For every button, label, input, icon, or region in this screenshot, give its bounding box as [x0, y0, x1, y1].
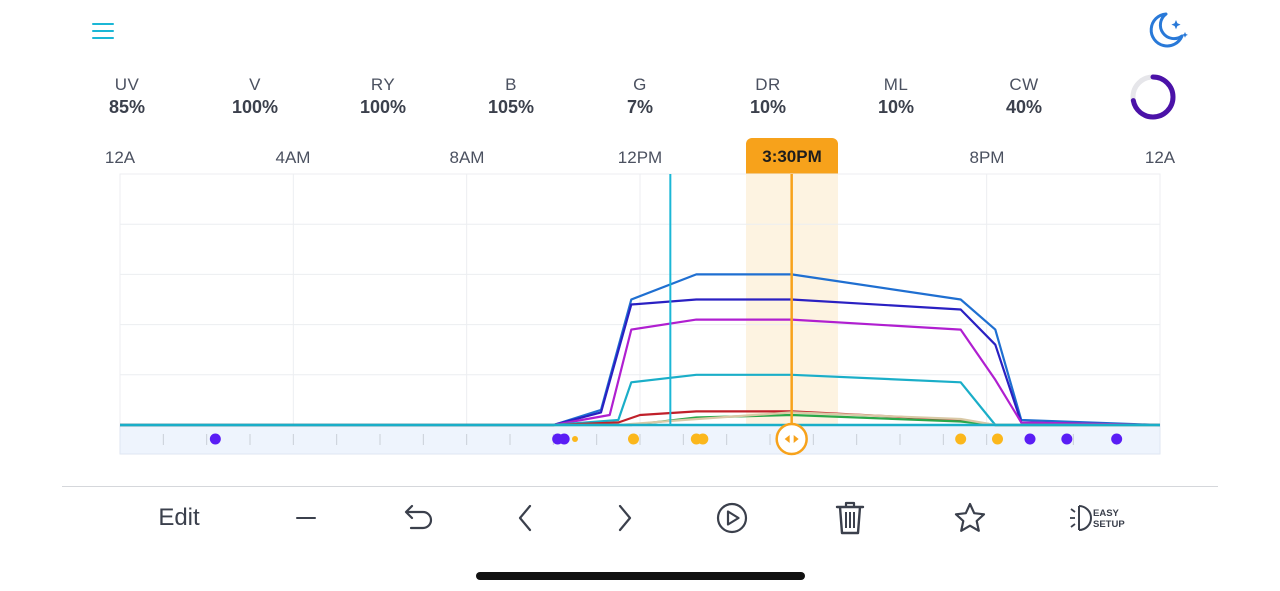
channel-g[interactable]: G 7%	[600, 74, 680, 118]
star-icon	[954, 502, 986, 532]
minus-button[interactable]	[288, 498, 324, 538]
channel-name: ML	[883, 75, 909, 94]
tick-label-12a: 12A	[104, 148, 136, 167]
channel-name: RY	[370, 75, 396, 94]
channel-value: 105%	[487, 97, 535, 117]
schedule-marker-day[interactable]	[992, 433, 1003, 445]
channel-v[interactable]: V 100%	[215, 74, 295, 118]
easy-setup-label-line2: SETUP	[1093, 519, 1125, 530]
plot-area	[119, 173, 1161, 426]
series-line-4	[120, 410, 1160, 427]
play-circle-icon	[716, 502, 748, 534]
menu-icon-bar	[92, 37, 114, 39]
selected-time-badge[interactable]: 3:30PM	[746, 138, 838, 174]
series-line-5	[120, 413, 1160, 427]
moon-stars-icon	[1149, 12, 1188, 48]
edit-button[interactable]: Edit	[148, 498, 210, 538]
channel-ml[interactable]: ML 10%	[856, 74, 936, 118]
menu-icon-bar	[92, 23, 114, 25]
channel-name: CW	[1009, 75, 1039, 94]
marker-strip[interactable]	[119, 424, 1161, 455]
selected-time-handle[interactable]	[775, 422, 808, 456]
channel-name: G	[633, 75, 647, 94]
toolbar-divider	[62, 486, 1218, 487]
trash-icon	[835, 501, 865, 535]
tick-label-8am: 8AM	[449, 148, 485, 167]
channel-value: 10%	[749, 97, 787, 117]
play-button[interactable]	[712, 498, 752, 538]
home-indicator[interactable]	[476, 572, 805, 580]
schedule-marker-night[interactable]	[209, 433, 221, 445]
schedule-marker-day-small[interactable]	[572, 436, 578, 442]
minus-icon	[296, 517, 316, 519]
schedule-marker-night[interactable]	[1061, 433, 1073, 445]
channel-value: 10%	[877, 97, 915, 117]
menu-button[interactable]	[90, 20, 116, 42]
edit-label: Edit	[158, 504, 200, 531]
channel-cw[interactable]: CW 40%	[984, 74, 1064, 118]
channel-value: 7%	[626, 97, 653, 117]
schedule-marker-night[interactable]	[558, 433, 570, 445]
favorite-button[interactable]	[950, 498, 990, 538]
next-button[interactable]	[606, 498, 642, 538]
channel-value: 100%	[231, 97, 279, 117]
chevron-left-icon	[518, 504, 532, 532]
channel-name: V	[249, 75, 261, 94]
channel-uv[interactable]: UV 85%	[87, 74, 167, 118]
easy-setup-button[interactable]: EASY SETUP	[1068, 498, 1130, 538]
series-line-3	[120, 373, 1160, 427]
tick-label-8pm: 8PM	[969, 148, 1005, 167]
arrow-right-icon	[793, 435, 799, 443]
channel-name: DR	[755, 75, 781, 94]
channel-value: 40%	[1005, 97, 1043, 117]
series-line-6	[120, 411, 1160, 427]
intensity-ring-arc	[1130, 74, 1176, 120]
schedule-marker-night[interactable]	[1024, 433, 1036, 445]
easy-setup-label-line1: EASY	[1093, 508, 1120, 519]
easy-setup-icon: EASY SETUP	[1070, 505, 1125, 531]
delete-button[interactable]	[830, 498, 870, 538]
selected-time-highlight	[746, 174, 838, 425]
channel-name: UV	[114, 75, 140, 94]
series-line-0	[120, 273, 1161, 427]
schedule-marker-night[interactable]	[1111, 433, 1123, 445]
undo-icon	[404, 504, 433, 530]
channel-value: 85%	[108, 97, 146, 117]
schedule-marker-day[interactable]	[955, 433, 967, 445]
channel-b[interactable]: B 105%	[471, 74, 551, 118]
series-line-2	[120, 318, 1161, 427]
intensity-ring[interactable]	[1128, 72, 1178, 122]
series-line-1	[120, 298, 1161, 427]
tick-label-12a-end: 12A	[1144, 148, 1176, 167]
channel-ry[interactable]: RY 100%	[343, 74, 423, 118]
channel-readouts: UV 85% V 100% RY 100% B 105% G 7% DR 10%…	[0, 74, 1100, 124]
previous-button[interactable]	[508, 498, 544, 538]
tick-label-12pm: 12PM	[617, 148, 663, 167]
schedule-marker-day[interactable]	[628, 433, 639, 445]
channel-value: 100%	[359, 97, 407, 117]
night-mode-button[interactable]	[1144, 8, 1190, 54]
chevron-right-icon	[618, 504, 632, 532]
arrow-left-icon	[784, 435, 790, 443]
channel-dr[interactable]: DR 10%	[728, 74, 808, 118]
schedule-marker-day[interactable]	[697, 433, 709, 445]
undo-button[interactable]	[398, 498, 438, 538]
channel-name: B	[505, 75, 517, 94]
tick-label-4am: 4AM	[275, 148, 311, 167]
menu-icon-bar	[92, 30, 114, 32]
